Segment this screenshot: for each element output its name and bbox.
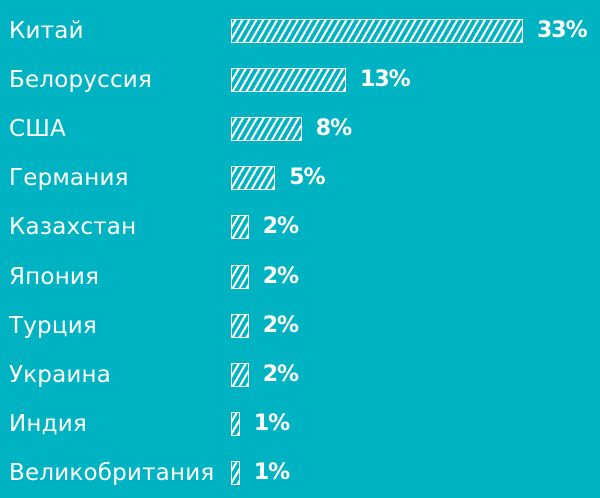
- bar: [231, 313, 249, 338]
- category-label: Казахстан: [9, 214, 137, 241]
- value-label: 5%: [289, 165, 325, 191]
- value-label: 33%: [537, 18, 588, 43]
- category-label: Турция: [9, 312, 97, 339]
- category-label: Индия: [9, 410, 87, 437]
- category-label: Китай: [9, 18, 84, 44]
- value-label: 2%: [262, 312, 299, 338]
- bar: [231, 166, 276, 191]
- bar: [231, 68, 347, 93]
- category-label: Белоруссия: [9, 67, 152, 94]
- value-label: 1%: [253, 459, 290, 485]
- bar: [231, 19, 523, 43]
- category-label: Япония: [9, 263, 100, 290]
- value-label: 13%: [360, 67, 411, 93]
- category-label: Германия: [9, 165, 129, 192]
- value-label: 2%: [262, 361, 299, 387]
- bar: [231, 460, 240, 485]
- category-label: Великобритания: [9, 459, 215, 486]
- bar: [231, 362, 249, 387]
- bar: [231, 215, 249, 240]
- bar: [231, 264, 249, 289]
- bar: [231, 117, 302, 142]
- bar: [231, 411, 240, 436]
- category-label: США: [9, 116, 66, 143]
- value-label: 2%: [262, 263, 299, 289]
- value-label: 2%: [262, 214, 299, 240]
- value-label: 8%: [315, 116, 352, 142]
- category-label: Украина: [9, 361, 112, 388]
- value-label: 1%: [253, 410, 290, 436]
